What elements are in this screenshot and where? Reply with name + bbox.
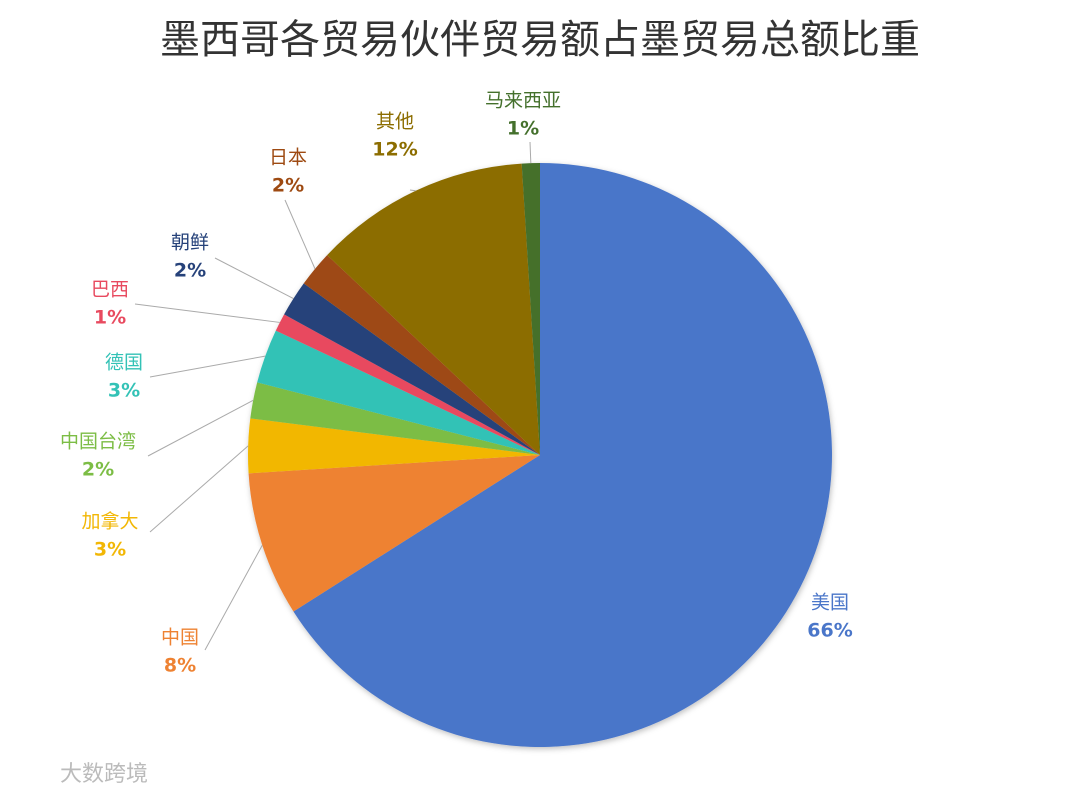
value-label: 3% <box>94 539 126 561</box>
slice-label: 加拿大 <box>81 510 138 533</box>
chart-title: 墨西哥各贸易伙伴贸易额占墨贸易总额比重 <box>160 17 920 63</box>
pie-slice <box>275 314 540 455</box>
slice-label: 德国 <box>105 352 143 374</box>
leader-line <box>214 257 294 299</box>
value-label: 2% <box>272 175 304 197</box>
slice-label: 美国 <box>811 592 849 614</box>
pie-slice <box>521 163 540 455</box>
slice-label: 中国台湾 <box>60 431 136 453</box>
pie-slice <box>250 382 541 455</box>
leader-line <box>149 445 249 533</box>
value-label: 1% <box>507 118 539 140</box>
leader-line <box>529 141 532 164</box>
leader-line <box>409 189 416 192</box>
leader-line <box>149 355 266 378</box>
pie <box>248 163 833 748</box>
value-label: 8% <box>164 655 196 677</box>
value-label: 2% <box>174 260 206 282</box>
slice-label: 中国 <box>161 627 199 649</box>
value-label: 3% <box>108 380 140 402</box>
pie-slice <box>293 163 833 748</box>
pie-slice <box>327 163 540 455</box>
pie-slice <box>284 283 540 455</box>
leader-line <box>204 544 263 651</box>
leader-line <box>134 303 280 323</box>
watermark: 大数跨境 <box>60 762 148 787</box>
slice-label: 其他 <box>376 111 414 133</box>
pie-slice <box>248 418 541 474</box>
value-label: 1% <box>94 307 126 329</box>
pie-slice <box>303 255 540 455</box>
pie-slice <box>248 455 540 612</box>
pie-slice <box>257 330 540 455</box>
value-label: 12% <box>372 139 417 161</box>
slice-label: 巴西 <box>91 279 129 301</box>
value-label: 2% <box>82 459 114 481</box>
leader-line <box>147 399 254 457</box>
leader-line <box>284 199 316 270</box>
slice-label: 马来西亚 <box>485 90 561 112</box>
slice-label: 日本 <box>269 147 307 169</box>
value-label: 66% <box>807 620 852 642</box>
slice-label: 朝鲜 <box>171 232 209 254</box>
